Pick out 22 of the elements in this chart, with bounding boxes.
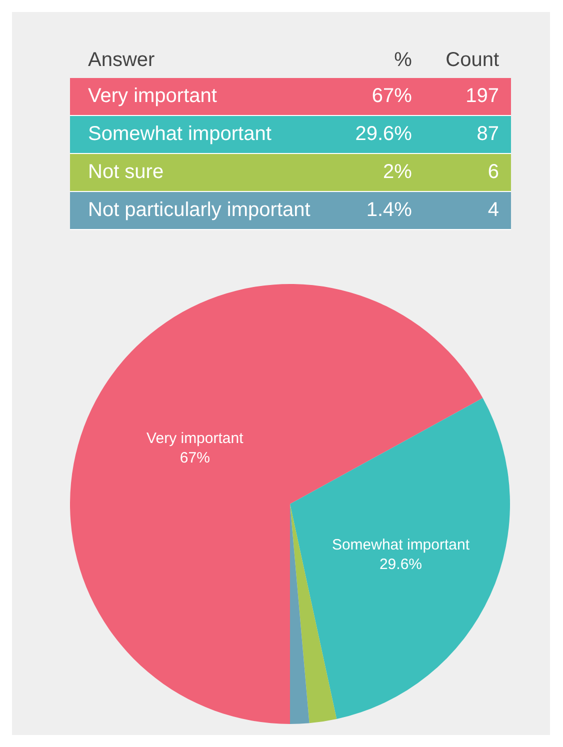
category-label: Not particularly important — [70, 192, 334, 230]
pie-slice — [290, 504, 310, 724]
series-label: % — [393, 48, 413, 72]
data-label: 197 — [424, 78, 511, 116]
data-label: 6 — [424, 154, 511, 192]
category-label: Not sure — [70, 154, 334, 192]
data-label: 4 — [424, 192, 511, 230]
data-label: 29.6% — [379, 556, 422, 573]
data-label: 29.6% — [333, 116, 424, 154]
slice-label: Somewhat important — [332, 536, 470, 554]
data-label: 67% — [333, 78, 424, 116]
category-label: Very important — [70, 78, 334, 116]
data-label: 1.4% — [333, 192, 424, 230]
slice-label: Very important — [146, 430, 244, 447]
data-label: 87 — [424, 116, 511, 154]
pie-slice — [70, 284, 483, 724]
pie-slice — [290, 398, 510, 719]
series-label: Count — [444, 48, 500, 72]
category-label: Somewhat important — [70, 116, 334, 154]
text: Answer — [87, 48, 156, 72]
data-label: 2% — [333, 154, 424, 192]
data-label: 67% — [180, 449, 210, 466]
